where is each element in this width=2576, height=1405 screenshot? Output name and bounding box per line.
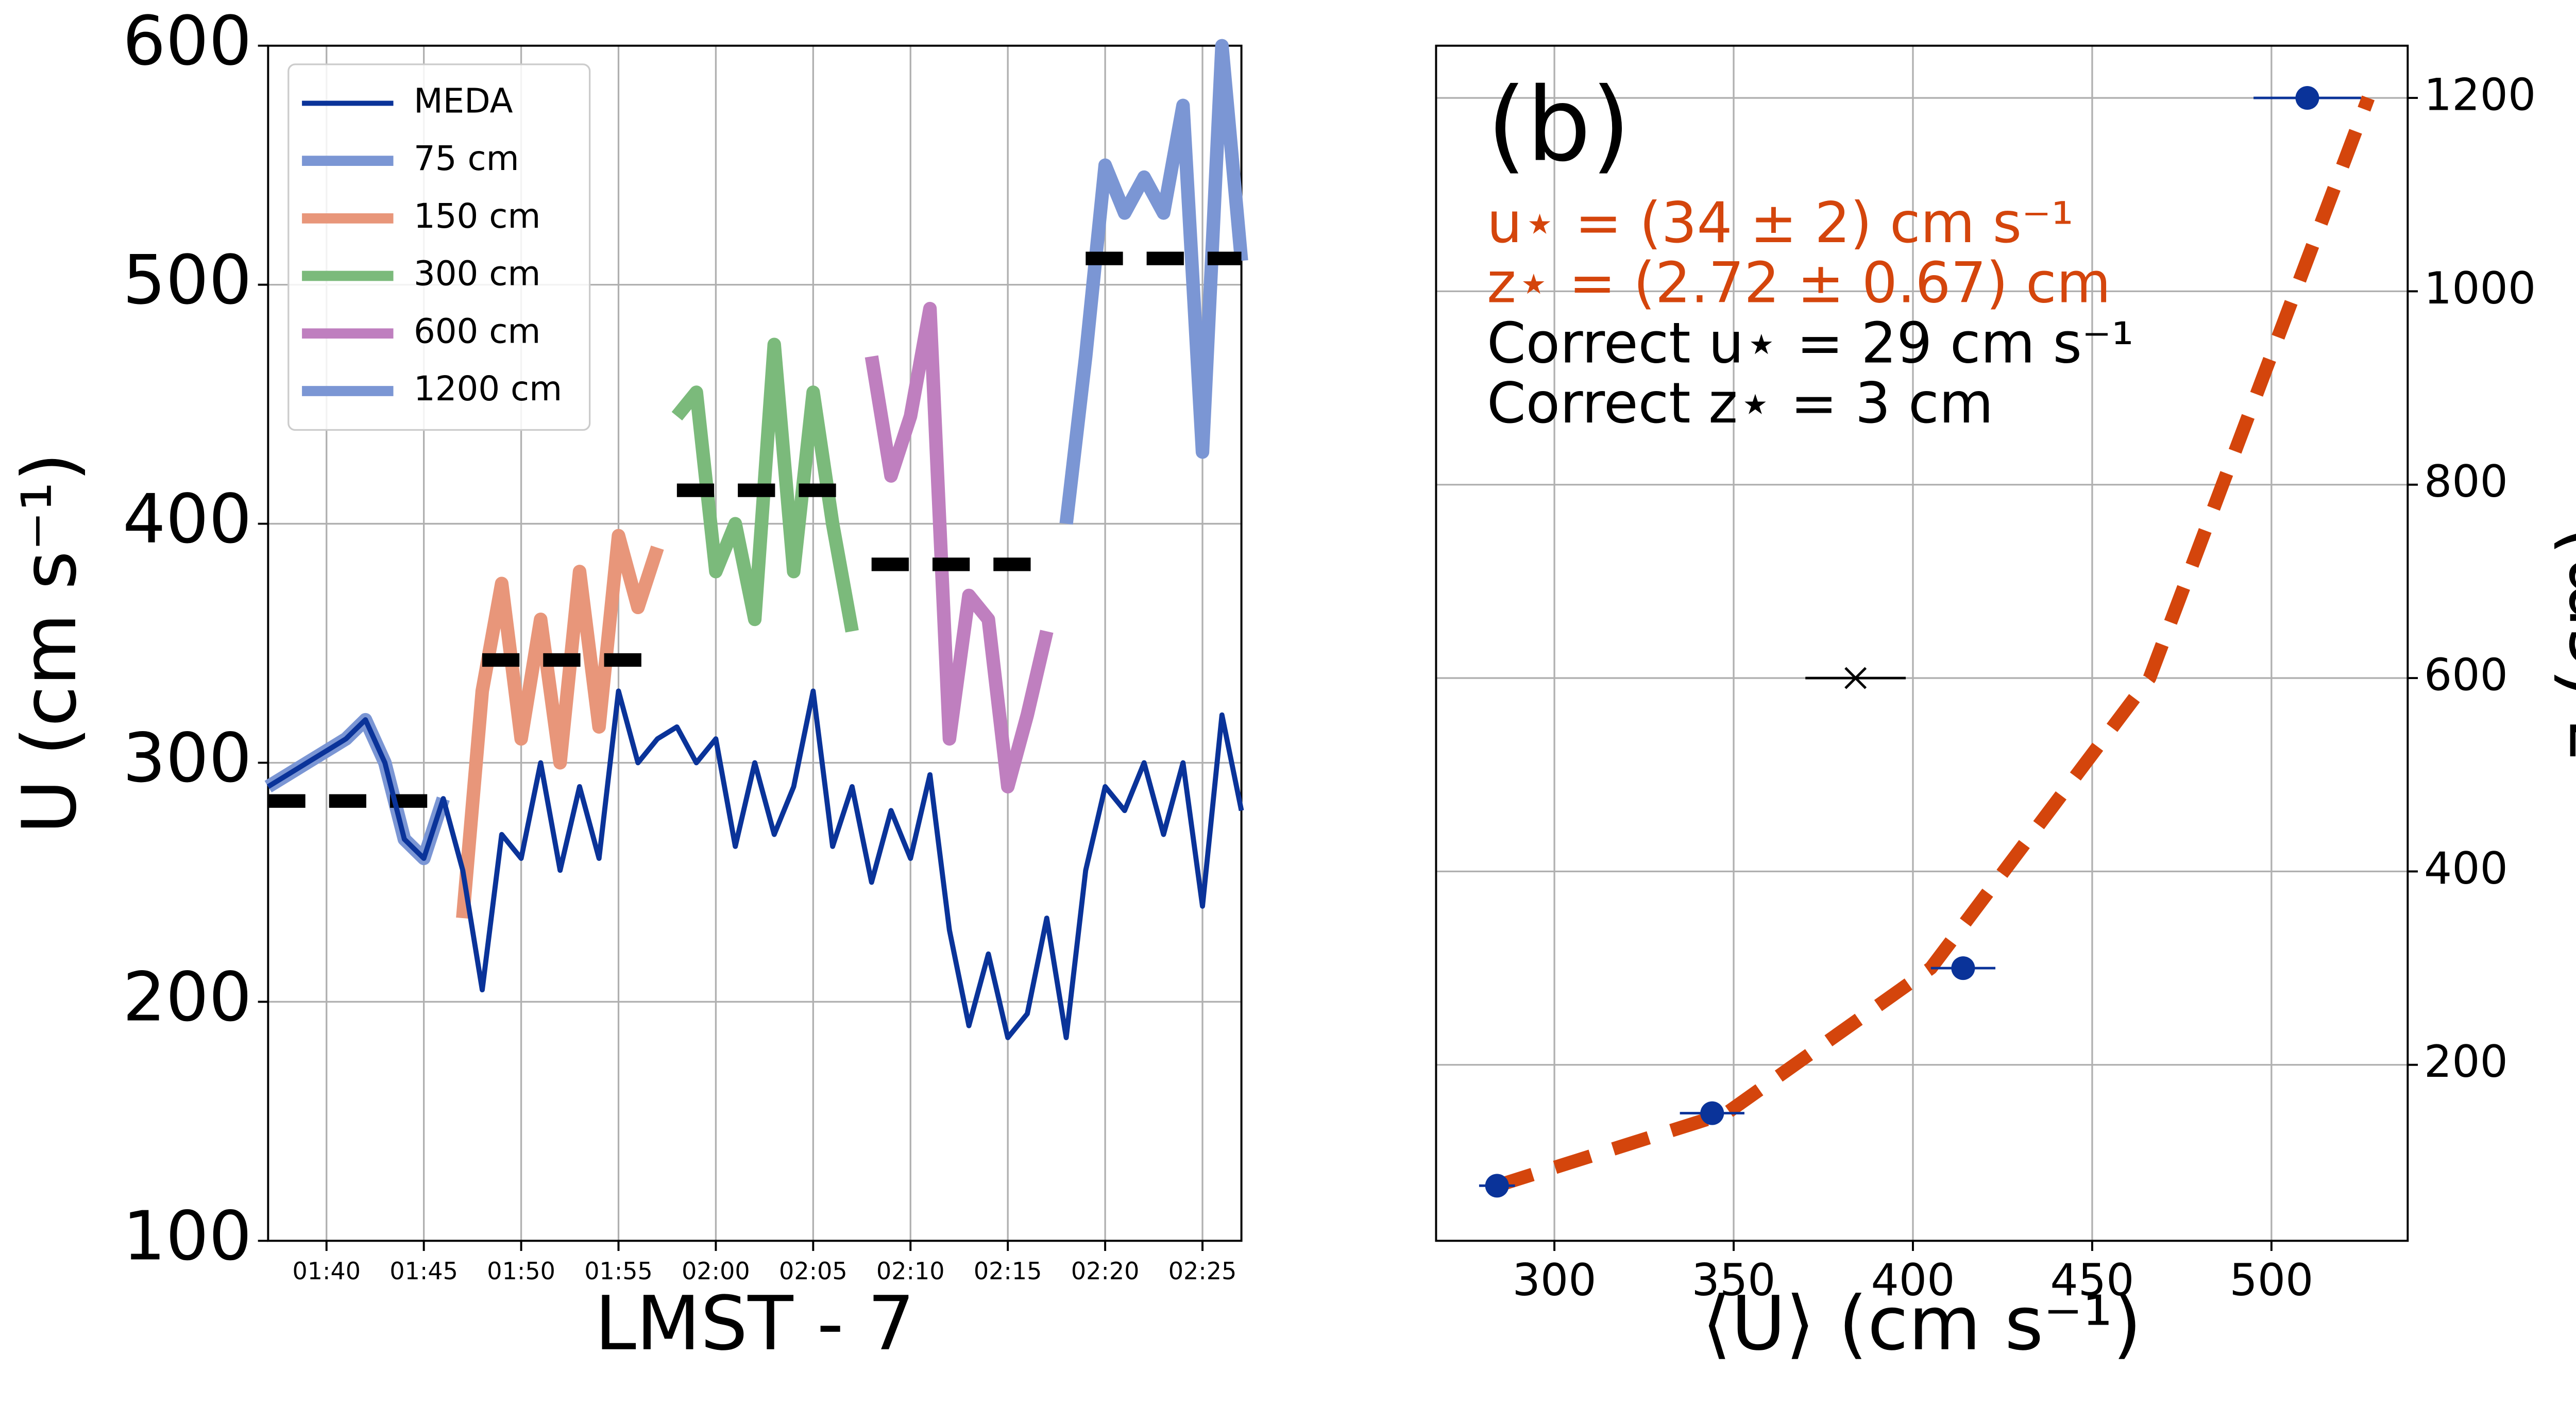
x-tick-label: 01:45 — [389, 1257, 458, 1285]
x-tick-label: 500 — [2229, 1255, 2313, 1306]
y-axis-label: U (cm s⁻¹) — [7, 452, 93, 834]
series-line — [671, 337, 859, 633]
plot-frame — [1435, 44, 2409, 1242]
point — [1951, 956, 1975, 980]
x-tick-label: 01:40 — [292, 1257, 361, 1285]
x-tick-label: 02:20 — [1071, 1257, 1140, 1285]
point — [2295, 86, 2319, 110]
y-tick-label: 500 — [123, 241, 252, 319]
y-tick-label: 200 — [123, 958, 252, 1037]
y-axis-label: z (cm) — [2543, 526, 2576, 760]
y-tick-label: 200 — [2424, 1037, 2508, 1088]
x-tick-label: 02:10 — [876, 1257, 945, 1285]
y-tick-label: 800 — [2424, 456, 2508, 507]
point — [1700, 1101, 1724, 1125]
point — [1485, 1174, 1509, 1198]
annotation: Correct z⋆ = 3 cm — [1487, 370, 1993, 436]
plot-frame — [267, 44, 1243, 1242]
annotation: (b) — [1487, 66, 1631, 184]
y-tick-label: 1200 — [2424, 70, 2536, 121]
legend-label: 75 cm — [414, 139, 519, 178]
series-line — [266, 688, 1244, 1040]
x-tick-label: 02:25 — [1168, 1257, 1237, 1285]
annotation: u⋆ = (34 ± 2) cm s⁻¹ — [1487, 190, 2074, 256]
legend-label: 150 cm — [414, 197, 540, 236]
x-tick-label: 450 — [2050, 1255, 2134, 1306]
y-tick-label: 400 — [123, 480, 252, 558]
y-tick-label: 400 — [2424, 843, 2508, 894]
series-line — [456, 529, 664, 919]
legend-label: MEDA — [414, 81, 513, 121]
y-tick-label: 1000 — [2424, 263, 2536, 314]
legend-label: 600 cm — [414, 312, 540, 351]
x-tick-label: 02:00 — [682, 1257, 750, 1285]
y-tick-label: 600 — [123, 2, 252, 80]
legend-box — [287, 63, 591, 431]
x-tick-label: 01:50 — [487, 1257, 555, 1285]
y-tick-label: 600 — [2424, 650, 2508, 701]
legend-label: 1200 cm — [414, 369, 562, 409]
y-tick-label: 100 — [123, 1196, 252, 1275]
x-tick-label: 300 — [1513, 1255, 1597, 1306]
x-axis-label: LMST - 7 — [595, 1281, 914, 1367]
x-tick-label: 01:55 — [584, 1257, 653, 1285]
legend-label: 300 cm — [414, 255, 540, 294]
x-axis-label: ⟨U⟩ (cm s⁻¹) — [1702, 1281, 2142, 1367]
x-tick-label: 350 — [1692, 1255, 1776, 1306]
annotation: z⋆ = (2.72 ± 0.67) cm — [1487, 250, 2111, 316]
annotation: Correct u⋆ = 29 cm s⁻¹ — [1487, 310, 2134, 376]
marker-x-stroke — [1844, 667, 1867, 689]
x-tick-label: 400 — [1871, 1255, 1955, 1306]
x-tick-label: 02:15 — [974, 1257, 1042, 1285]
y-tick-label: 300 — [123, 719, 252, 798]
series-line — [865, 301, 1054, 793]
marker-x — [1844, 667, 1867, 689]
x-tick-label: 02:05 — [779, 1257, 848, 1285]
